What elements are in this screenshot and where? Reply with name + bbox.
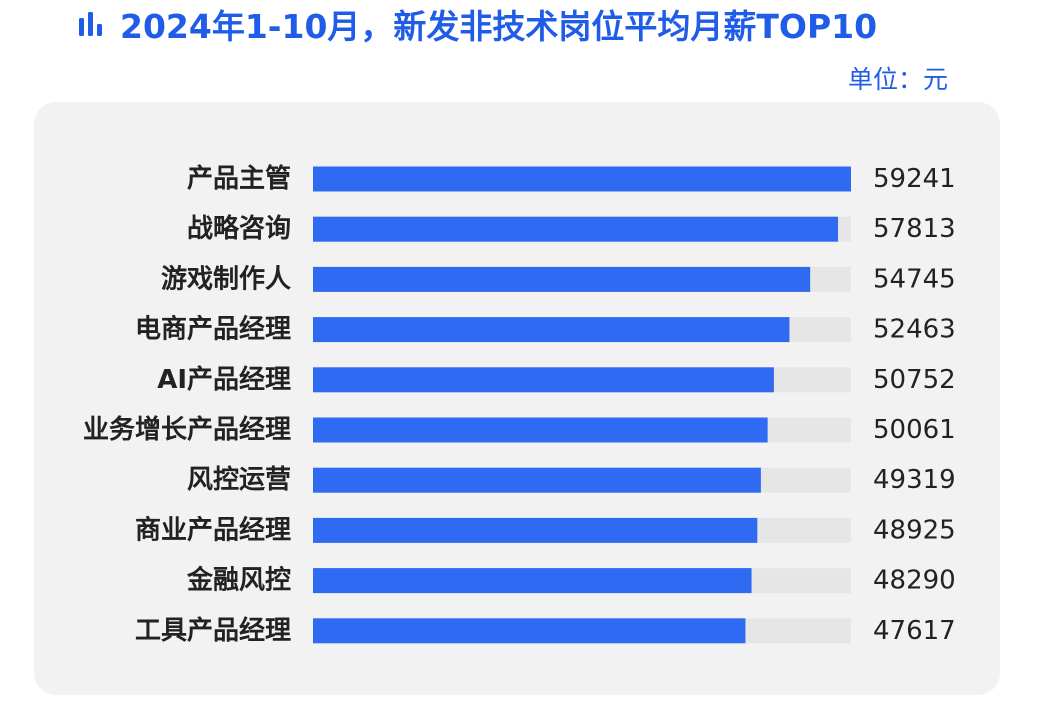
category-label: 战略咨询 xyxy=(187,213,291,244)
chart-title: 2024年1-10月，新发非技术岗位平均月薪TOP10 xyxy=(120,7,878,46)
category-label: 游戏制作人 xyxy=(161,264,291,294)
data-label: 48290 xyxy=(873,566,956,596)
bar xyxy=(313,266,811,292)
category-label: 风控运营 xyxy=(187,465,291,495)
bar xyxy=(313,317,790,343)
data-label: 59241 xyxy=(873,164,956,194)
data-label: 48925 xyxy=(873,515,956,545)
data-label: 50752 xyxy=(873,365,956,395)
unit-label: 单位：元 xyxy=(847,65,948,94)
category-label: 商业产品经理 xyxy=(135,514,291,545)
chart-panel: 产品主管 59241 战略咨询 57813 游戏制作人 54745 电商产品经理 52463 A… xyxy=(34,102,1000,695)
bar xyxy=(313,568,752,594)
bar xyxy=(313,166,851,192)
category-label: 产品主管 xyxy=(187,164,291,194)
bar xyxy=(313,517,758,543)
title-row: 2024年1-10月，新发非技术岗位平均月薪TOP10 xyxy=(76,0,877,48)
data-label: 54745 xyxy=(873,264,956,294)
bar xyxy=(313,417,768,443)
bar xyxy=(313,216,839,242)
bar-chart: 产品主管 59241 战略咨询 57813 游戏制作人 54745 电商产品经理 52463 A… xyxy=(83,164,956,646)
data-label: 50061 xyxy=(873,415,956,445)
data-label: 57813 xyxy=(873,214,956,244)
category-label: 金融风控 xyxy=(186,565,291,596)
bar xyxy=(313,618,746,644)
bar xyxy=(313,467,761,493)
data-label: 47617 xyxy=(873,616,956,646)
bar xyxy=(313,367,774,393)
category-label: 工具产品经理 xyxy=(135,615,291,646)
category-label: 电商产品经理 xyxy=(135,314,291,345)
data-label: 52463 xyxy=(873,315,956,345)
category-label: 业务增长产品经理 xyxy=(83,414,291,445)
category-label: AI产品经理 xyxy=(157,364,291,395)
bar-chart-icon xyxy=(79,12,102,36)
data-label: 49319 xyxy=(873,465,956,495)
